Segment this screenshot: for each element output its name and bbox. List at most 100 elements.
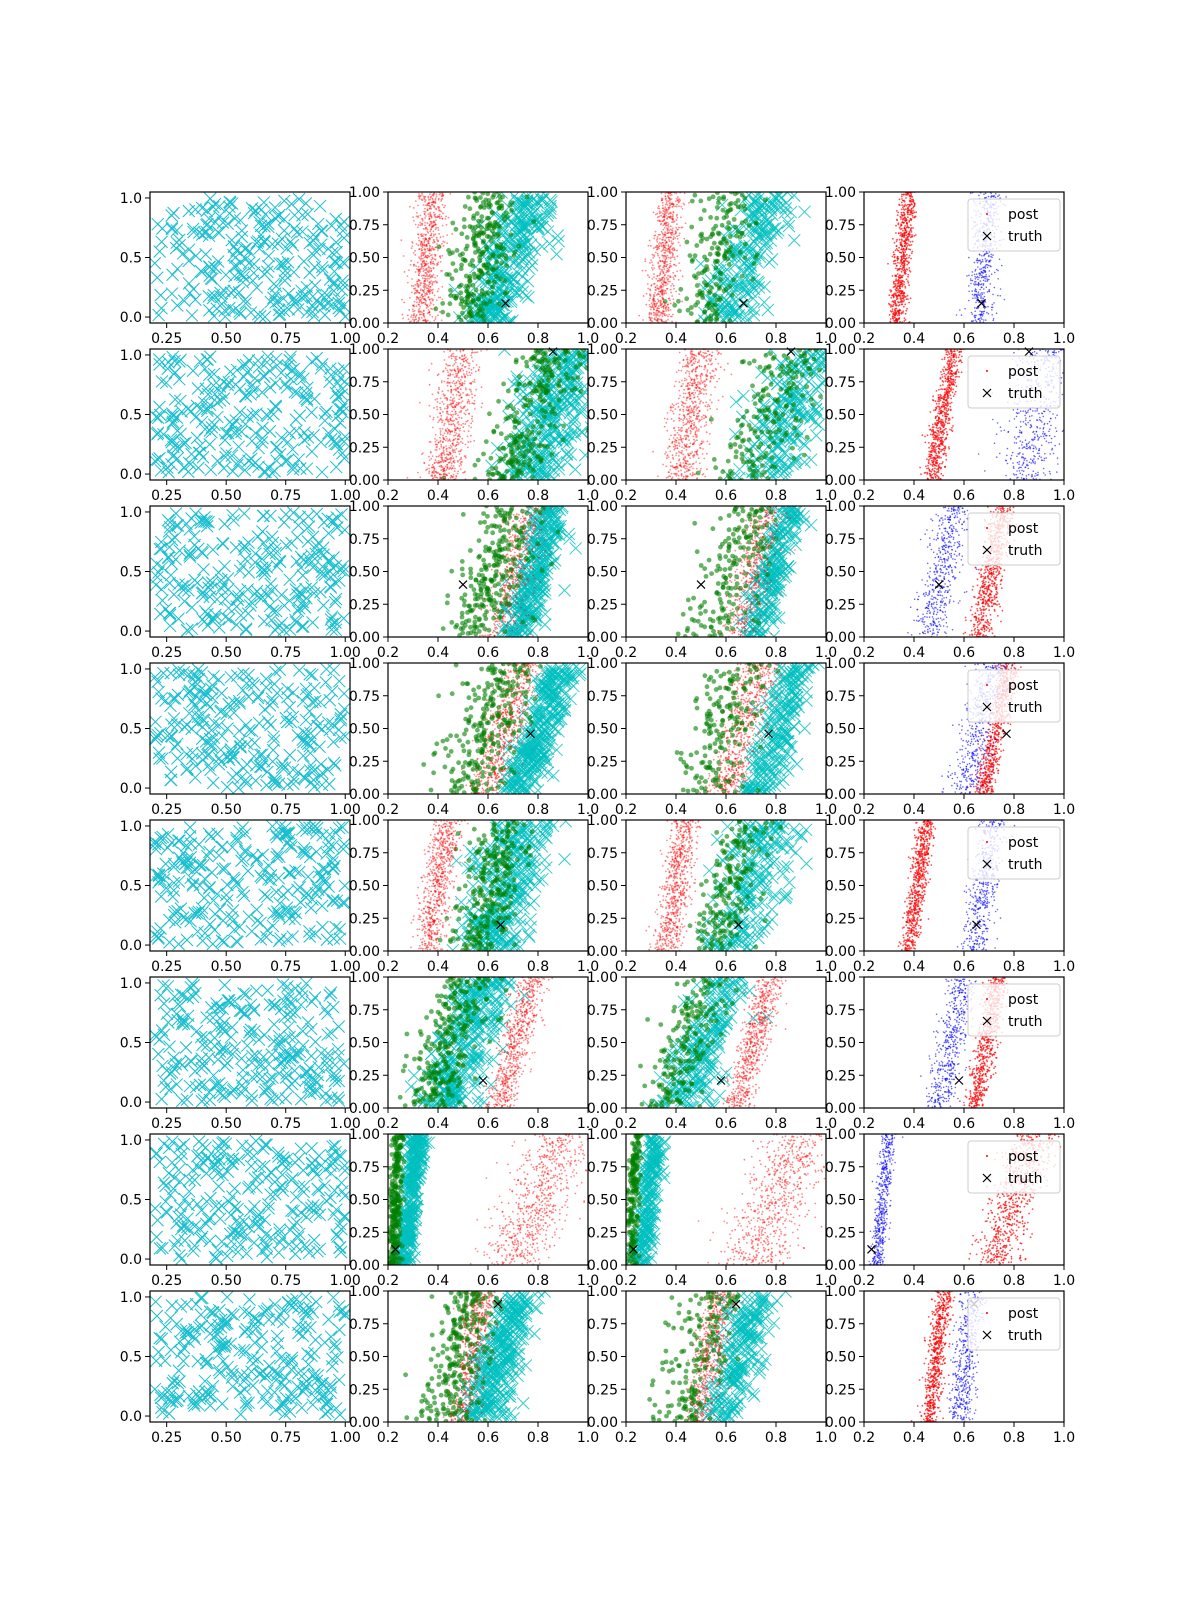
red-samples-point	[653, 314, 655, 316]
red-samples-point	[435, 208, 438, 211]
green-samples-point	[476, 309, 481, 314]
red-samples-point	[455, 412, 458, 415]
prior-sample-point	[305, 406, 318, 419]
prior-sample-point	[254, 228, 268, 242]
cyan-samples-point	[560, 447, 574, 460]
posterior-red-point	[909, 203, 911, 206]
red-samples-point	[665, 292, 668, 295]
posterior-red-point	[911, 250, 914, 253]
red-samples-point	[420, 316, 423, 319]
x-tick-label: 0.6	[715, 331, 737, 347]
red-samples-point	[663, 312, 666, 315]
posterior-red-point	[901, 221, 904, 223]
posterior-blue-point	[987, 305, 989, 308]
posterior-red-point	[905, 219, 908, 222]
cyan-samples-point	[750, 220, 764, 233]
prior-sample-point	[316, 264, 329, 277]
red-samples-point	[679, 244, 681, 247]
posterior-red-point	[910, 194, 913, 196]
red-samples-point	[446, 466, 449, 468]
red-samples-point	[454, 388, 457, 391]
red-samples-point	[430, 203, 433, 206]
red-samples-point	[664, 206, 667, 209]
red-samples-point	[456, 472, 459, 475]
red-samples-point	[658, 215, 661, 218]
prior-sample-point	[217, 284, 231, 298]
red-samples-front-point	[442, 194, 444, 197]
red-samples-point	[446, 381, 449, 383]
red-samples-point	[660, 192, 663, 195]
red-samples-point	[683, 192, 686, 195]
red-samples-point	[470, 390, 472, 393]
red-samples-point	[656, 280, 659, 282]
red-samples-point	[659, 314, 662, 316]
green-samples-point	[459, 262, 464, 268]
posterior-red-point	[903, 253, 905, 256]
red-samples-point	[418, 292, 421, 295]
green-samples-point	[698, 198, 704, 204]
red-samples-point	[459, 450, 462, 452]
posterior-red-point	[910, 208, 913, 211]
red-samples-point	[469, 374, 472, 377]
posterior-blue-point	[984, 301, 987, 303]
red-samples-point	[454, 359, 456, 362]
posterior-blue-point	[973, 261, 976, 264]
green-samples-point	[476, 275, 482, 280]
green-samples-point	[709, 245, 715, 251]
posterior-red-point	[895, 232, 897, 234]
red-samples-front-point	[417, 195, 420, 198]
red-samples-point	[669, 275, 671, 277]
green-samples	[662, 192, 768, 323]
red-samples-front-point	[666, 254, 669, 257]
red-samples-point	[439, 260, 442, 263]
green-samples-point	[459, 296, 464, 301]
red-samples-point	[675, 192, 678, 195]
red-samples-front-point	[667, 278, 669, 281]
prior-sample-point	[318, 308, 332, 322]
red-samples-point	[422, 254, 424, 257]
cyan-samples-point	[541, 225, 555, 238]
red-samples-point	[446, 427, 449, 430]
prior-sample-point	[273, 448, 287, 461]
green-samples-point	[433, 306, 439, 312]
red-samples-point	[455, 388, 457, 390]
posterior-blue-point	[992, 254, 994, 256]
red-samples-front-point	[672, 211, 675, 214]
posterior-blue-point	[970, 282, 972, 285]
red-samples-point	[414, 200, 417, 203]
cyan-samples-point	[770, 201, 783, 214]
red-samples-front-point	[430, 232, 433, 235]
prior-sample-point	[155, 301, 168, 315]
red-samples-front-point	[416, 261, 419, 264]
posterior-red-point	[906, 224, 909, 227]
red-samples-front-point	[419, 310, 422, 313]
green-samples-point	[498, 241, 504, 247]
red-samples-point	[459, 429, 461, 432]
red-samples-point	[654, 246, 657, 249]
red-samples-point	[660, 285, 663, 288]
posterior-blue-point	[980, 276, 983, 279]
red-samples-front-point	[656, 319, 659, 322]
red-samples-front-point	[665, 210, 667, 213]
red-samples-point	[666, 229, 669, 232]
posterior-red-point	[908, 269, 911, 272]
cyan-samples-point	[764, 234, 778, 248]
red-samples-front-point	[437, 314, 439, 317]
red-samples-point	[663, 245, 665, 248]
posterior-blue-point	[972, 297, 974, 300]
panel-r2-c1: 0.25 0.50 0.75 1.000.00.51.0	[120, 348, 361, 504]
red-samples-point	[465, 388, 467, 391]
prior-sample-point	[165, 221, 179, 235]
red-samples-point	[665, 212, 668, 215]
posterior-red-point	[892, 281, 895, 284]
green-samples-point	[725, 256, 730, 262]
posterior-red-point	[903, 317, 906, 320]
red-samples-point	[664, 198, 667, 201]
red-samples-point	[418, 291, 421, 294]
prior-sample-point	[329, 235, 343, 249]
red-samples-point	[421, 313, 423, 316]
posterior-blue-point	[983, 269, 986, 272]
red-samples-point	[410, 247, 413, 250]
red-samples-front-point	[432, 211, 435, 214]
